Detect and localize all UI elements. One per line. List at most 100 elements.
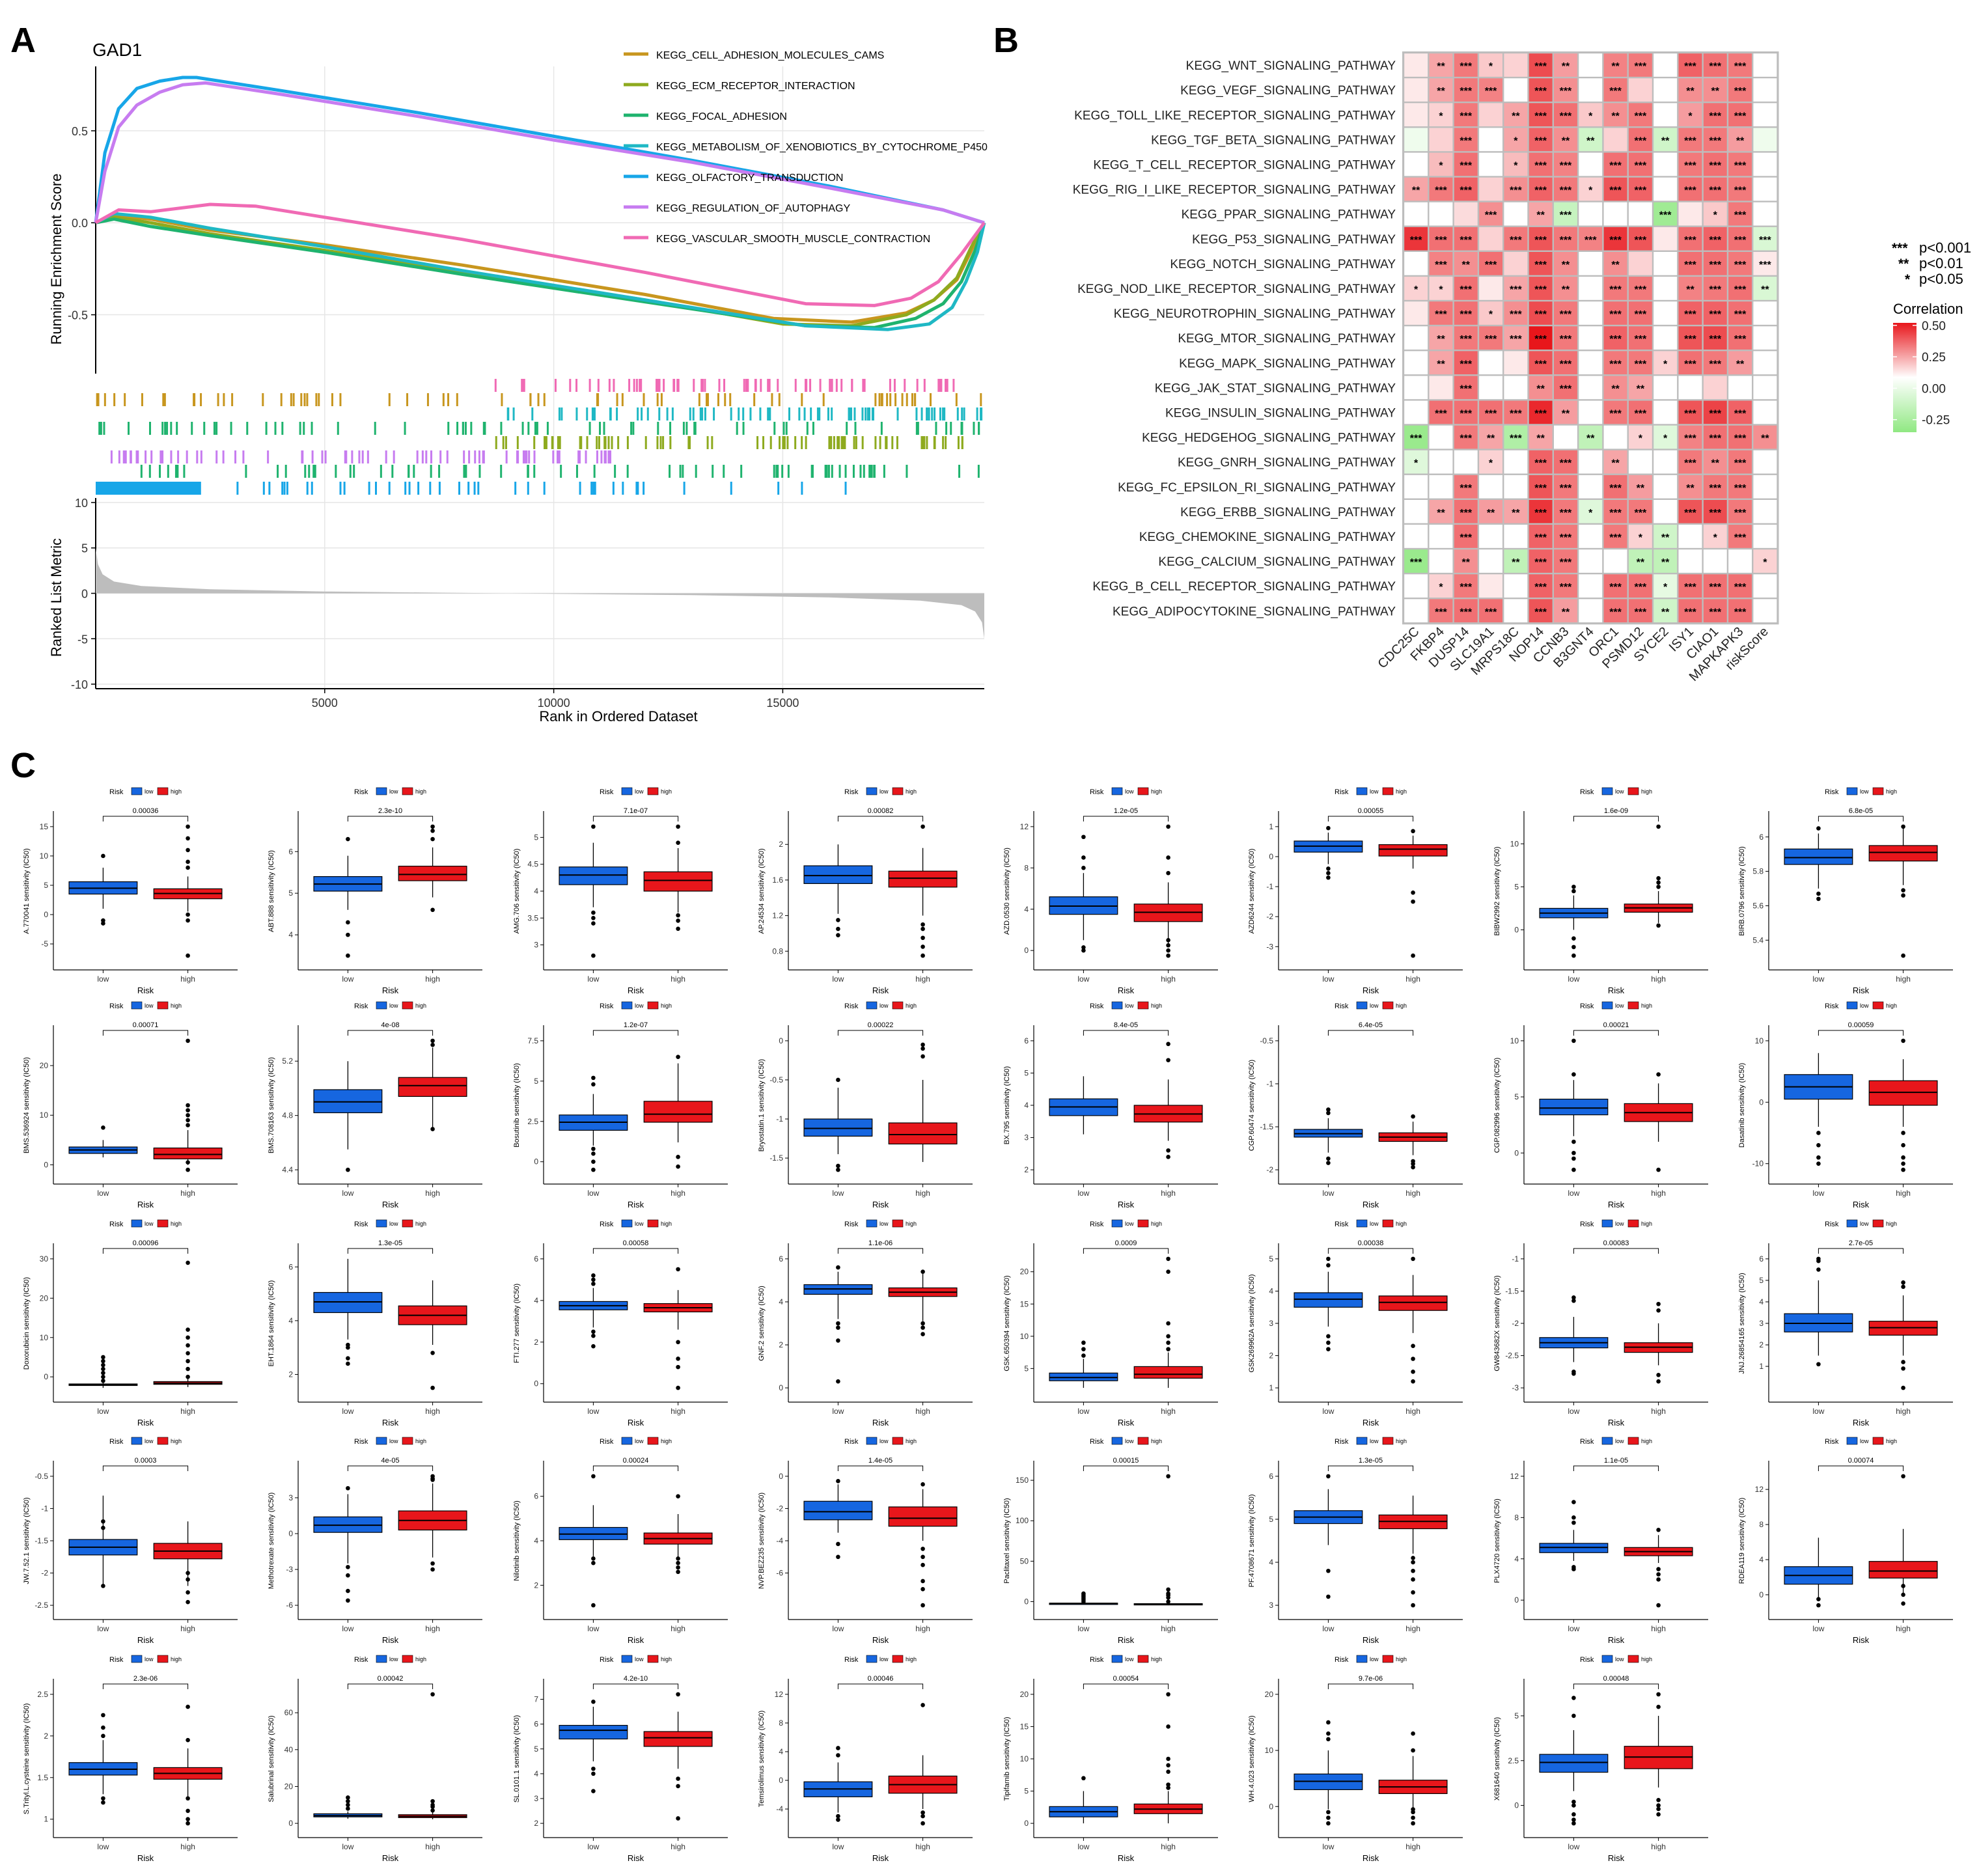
outlier-low (101, 1362, 105, 1368)
heatmap-cell (1654, 202, 1678, 226)
boxplot-y-tick-label: 2 (534, 1580, 538, 1590)
es-curve-5 (94, 76, 985, 225)
boxplot-y-tick-label: 1 (44, 1815, 48, 1824)
boxplot-y-tick-label: 0 (1759, 1097, 1764, 1107)
risk-legend-swatch-low (1601, 787, 1613, 795)
outlier-low (1326, 1731, 1331, 1736)
heatmap-row-label: KEGG_ADIPOCYTOKINE_SIGNALING_PATHWAY (1113, 605, 1396, 618)
risk-legend-label-low: low (1860, 1438, 1869, 1444)
boxplot-x-tick-label-low: low (832, 1407, 844, 1416)
boxplot-x-tick-label-low: low (1568, 1407, 1579, 1416)
heatmap-stars: ** (1661, 557, 1670, 568)
risk-legend-title: Risk (1825, 1002, 1839, 1010)
boxplot-x-tick-label-low: low (1568, 1842, 1579, 1851)
heatmap-cell (1554, 78, 1577, 102)
box-high (1133, 1366, 1203, 1379)
heatmap-cell (1579, 549, 1603, 573)
outlier-high (676, 1385, 680, 1390)
heatmap-stars: *** (1635, 284, 1647, 296)
heatmap-cell (1529, 574, 1553, 598)
boxplot-y-tick-label: -0.5 (1260, 1036, 1273, 1045)
heatmap-cell (1579, 177, 1603, 201)
outlier-high (1411, 1807, 1415, 1812)
risk-legend-title: Risk (1580, 1438, 1594, 1446)
heatmap-cell (1404, 326, 1428, 350)
heatmap-stars: ** (1637, 383, 1645, 394)
risk-legend-swatch-low (1111, 1655, 1123, 1663)
outlier-high (1166, 1148, 1170, 1153)
heatmap-stars: *** (1460, 359, 1472, 370)
heatmap-cell (1678, 177, 1702, 201)
outlier-high (1166, 1763, 1170, 1768)
heatmap-stars: *** (1435, 408, 1447, 419)
outlier-low (591, 1771, 596, 1776)
outlier-high (676, 1569, 680, 1575)
heatmap-cell (1454, 525, 1478, 548)
outlier-high (920, 1579, 925, 1584)
heatmap-cell (1579, 78, 1603, 102)
heatmap-cell (1603, 376, 1627, 400)
heatmap-cell (1479, 549, 1502, 573)
heatmap-stars: * (1514, 135, 1518, 146)
pvalue-bracket (102, 1248, 189, 1254)
heatmap-stars: *** (1435, 235, 1447, 246)
heatmap-stars: *** (1734, 532, 1747, 544)
outlier-high (1656, 1301, 1661, 1306)
outlier-high (676, 1784, 680, 1789)
box-high (888, 870, 958, 888)
outlier-low (591, 1273, 596, 1278)
risk-legend-swatch-low (376, 1437, 387, 1445)
heatmap-cell (1579, 599, 1603, 623)
heatmap-cell (1479, 400, 1502, 424)
heatmap-cell (1654, 177, 1678, 201)
outlier-high (1166, 1782, 1170, 1787)
heatmap-stars: *** (1534, 408, 1547, 419)
risk-legend-swatch-low (866, 1001, 878, 1010)
heatmap-row-label: KEGG_MTOR_SIGNALING_PATHWAY (1178, 332, 1396, 346)
heatmap-cell (1479, 301, 1502, 325)
outlier-low (1816, 896, 1821, 902)
risk-legend-swatch-high (892, 1655, 904, 1663)
outlier-low (836, 1541, 840, 1547)
heatmap-cell (1429, 252, 1453, 275)
boxplot-y-tick-label: 15 (1020, 1722, 1029, 1731)
outlier-high (1656, 1372, 1661, 1377)
heatmap-stars: ** (1512, 557, 1520, 568)
outlier-high (676, 1776, 680, 1781)
heatmap-cell (1603, 500, 1627, 523)
outlier-high (676, 1267, 680, 1272)
risk-legend-label-high: high (1886, 1438, 1897, 1444)
heatmap-cell (1603, 177, 1627, 201)
heatmap-cell (1579, 450, 1603, 474)
gsea-legend-label-3: KEGG_FOCAL_ADHESION (656, 111, 787, 122)
heatmap-cell (1579, 400, 1603, 424)
gsea-metric-tick-label: -5 (77, 633, 88, 646)
pvalue-label: 1.6e-09 (1604, 807, 1628, 815)
risk-legend-swatch-low (866, 1437, 878, 1445)
heatmap-cell (1753, 326, 1777, 350)
risk-legend-title: Risk (354, 1438, 368, 1446)
heatmap-cell (1703, 277, 1727, 300)
heatmap-cell (1554, 277, 1577, 300)
outlier-high (1656, 1572, 1661, 1577)
heatmap-stars: *** (1560, 160, 1572, 171)
outlier-high (920, 1321, 925, 1326)
box-high (398, 1077, 467, 1097)
boxplot-y-tick-label: 1 (1269, 822, 1273, 831)
heatmap-cell (1504, 425, 1528, 449)
heatmap-cell (1529, 252, 1553, 275)
heatmap-cell (1728, 599, 1752, 623)
heatmap-stars: *** (1635, 508, 1647, 519)
boxplot-x-tick-label-high: high (180, 1842, 195, 1851)
boxplot-x-tick-label-low: low (342, 1842, 353, 1851)
outlier-low (1326, 1161, 1331, 1165)
es-curve-6 (94, 81, 985, 225)
outlier-low (101, 1374, 105, 1379)
heatmap-cell (1603, 53, 1627, 77)
outlier-high (1901, 953, 1905, 958)
heatmap-cell (1579, 301, 1603, 325)
risk-legend-title: Risk (844, 1221, 859, 1228)
heatmap-cell (1703, 227, 1727, 251)
gsea-legend-label-4: KEGG_METABOLISM_OF_XENOBIOTICS_BY_CYTOCH… (656, 142, 988, 153)
